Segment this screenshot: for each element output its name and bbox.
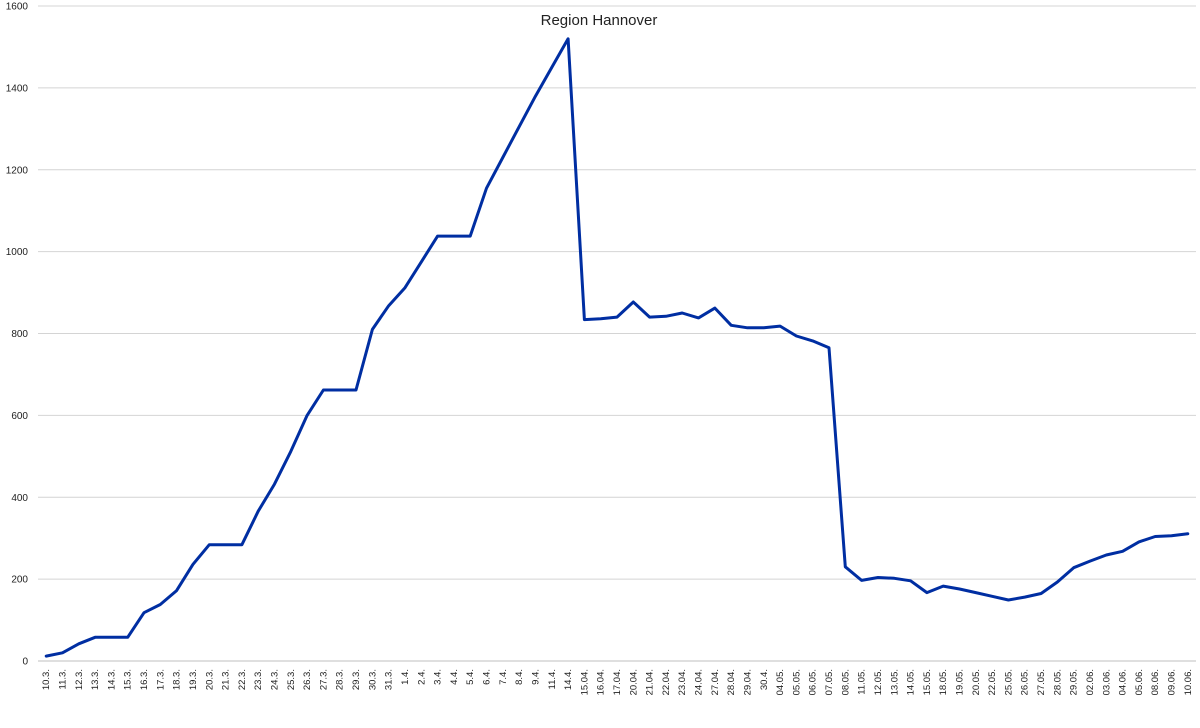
x-tick-label: 14.4. <box>563 669 574 690</box>
x-tick-label: 07.05. <box>824 669 835 695</box>
x-tick-label: 17.04. <box>612 669 623 695</box>
x-tick-label: 25.3. <box>286 669 297 690</box>
x-tick-label: 6.4. <box>482 669 493 685</box>
x-tick-label: 27.3. <box>318 669 329 690</box>
x-tick-label: 23.04. <box>677 669 688 695</box>
x-tick-label: 29.3. <box>351 669 362 690</box>
x-axis: 10.3. 11.3. 12.3. 13.3. 14.3. 15.3. 16.3. 17.3.… <box>41 669 1194 695</box>
x-tick-label: 21.3. <box>221 669 232 690</box>
y-axis: 0 200 400 600 800 1000 1200 1400 1600 <box>6 2 29 668</box>
x-tick-label: 12.3. <box>74 669 85 690</box>
y-tick-label: 800 <box>11 329 28 340</box>
y-tick-label: 200 <box>11 575 28 586</box>
x-tick-label: 14.05. <box>906 669 917 695</box>
y-tick-label: 1400 <box>6 83 29 94</box>
x-tick-label: 27.04. <box>710 669 721 695</box>
x-tick-label: 30.3. <box>367 669 378 690</box>
x-tick-label: 11.05. <box>857 669 868 695</box>
y-tick-label: 0 <box>22 657 28 668</box>
series-layer <box>44 37 1190 658</box>
x-tick-label: 20.05. <box>971 669 982 695</box>
x-tick-label: 20.3. <box>204 669 215 690</box>
x-tick-label: 8.4. <box>514 669 525 685</box>
x-tick-label: 19.3. <box>188 669 199 690</box>
gridlines <box>38 5 1196 662</box>
y-tick-label: 600 <box>11 411 28 422</box>
x-tick-label: 08.06. <box>1150 669 1161 695</box>
x-tick-label: 3.4. <box>433 669 444 685</box>
x-tick-label: 28.3. <box>335 669 346 690</box>
y-tick-label: 400 <box>11 493 28 504</box>
x-tick-label: 09.06. <box>1167 669 1178 695</box>
x-tick-label: 4.4. <box>449 669 460 685</box>
x-tick-label: 29.04. <box>742 669 753 695</box>
x-tick-label: 27.05. <box>1036 669 1047 695</box>
x-tick-label: 31.3. <box>384 669 395 690</box>
y-tick-label: 1000 <box>6 247 29 258</box>
x-tick-label: 14.3. <box>106 669 117 690</box>
x-tick-label: 17.3. <box>155 669 166 690</box>
x-tick-label: 05.05. <box>791 669 802 695</box>
x-tick-label: 26.3. <box>302 669 313 690</box>
x-tick-label: 22.05. <box>987 669 998 695</box>
x-tick-label: 15.04. <box>579 669 590 695</box>
x-tick-label: 04.06. <box>1118 669 1129 695</box>
x-tick-label: 2.4. <box>416 669 427 685</box>
x-tick-label: 15.05. <box>922 669 933 695</box>
x-tick-label: 15.3. <box>123 669 134 690</box>
x-tick-label: 7.4. <box>498 669 509 685</box>
x-tick-label: 29.05. <box>1069 669 1080 695</box>
x-tick-label: 26.05. <box>1020 669 1031 695</box>
chart-title: Region Hannover <box>541 12 658 29</box>
x-tick-label: 24.04. <box>694 669 705 695</box>
x-tick-label: 22.04. <box>661 669 672 695</box>
x-tick-label: 13.3. <box>90 669 101 690</box>
x-tick-label: 08.05. <box>840 669 851 695</box>
x-tick-label: 16.3. <box>139 669 150 690</box>
x-tick-label: 18.05. <box>938 669 949 695</box>
x-tick-label: 28.05. <box>1052 669 1063 695</box>
x-tick-label: 16.04. <box>596 669 607 695</box>
x-tick-label: 28.04. <box>726 669 737 695</box>
x-tick-label: 5.4. <box>465 669 476 685</box>
x-tick-label: 10.3. <box>41 669 52 690</box>
x-tick-label: 23.3. <box>253 669 264 690</box>
x-tick-label: 06.05. <box>808 669 819 695</box>
x-tick-label: 11.3. <box>57 669 68 689</box>
x-tick-label: 18.3. <box>172 669 183 690</box>
x-tick-label: 1.4. <box>400 669 411 685</box>
x-tick-label: 9.4. <box>530 669 541 685</box>
x-tick-label: 30.4. <box>759 669 770 690</box>
series-line <box>44 37 1190 658</box>
x-tick-label: 20.04. <box>628 669 639 695</box>
x-tick-label: 19.05. <box>955 669 966 695</box>
y-tick-label: 1200 <box>6 165 29 176</box>
x-tick-label: 04.05. <box>775 669 786 695</box>
x-tick-label: 25.05. <box>1003 669 1014 695</box>
x-tick-label: 02.06. <box>1085 669 1096 695</box>
x-tick-label: 13.05. <box>889 669 900 695</box>
x-tick-label: 24.3. <box>269 669 280 690</box>
y-tick-label: 1600 <box>6 2 29 13</box>
x-tick-label: 12.05. <box>873 669 884 695</box>
x-tick-label: 11.4. <box>547 669 558 689</box>
x-tick-label: 03.06. <box>1101 669 1112 695</box>
x-tick-label: 10.06. <box>1183 669 1194 695</box>
x-tick-label: 21.04. <box>645 669 656 695</box>
x-tick-label: 22.3. <box>237 669 248 690</box>
x-tick-label: 05.06. <box>1134 669 1145 695</box>
